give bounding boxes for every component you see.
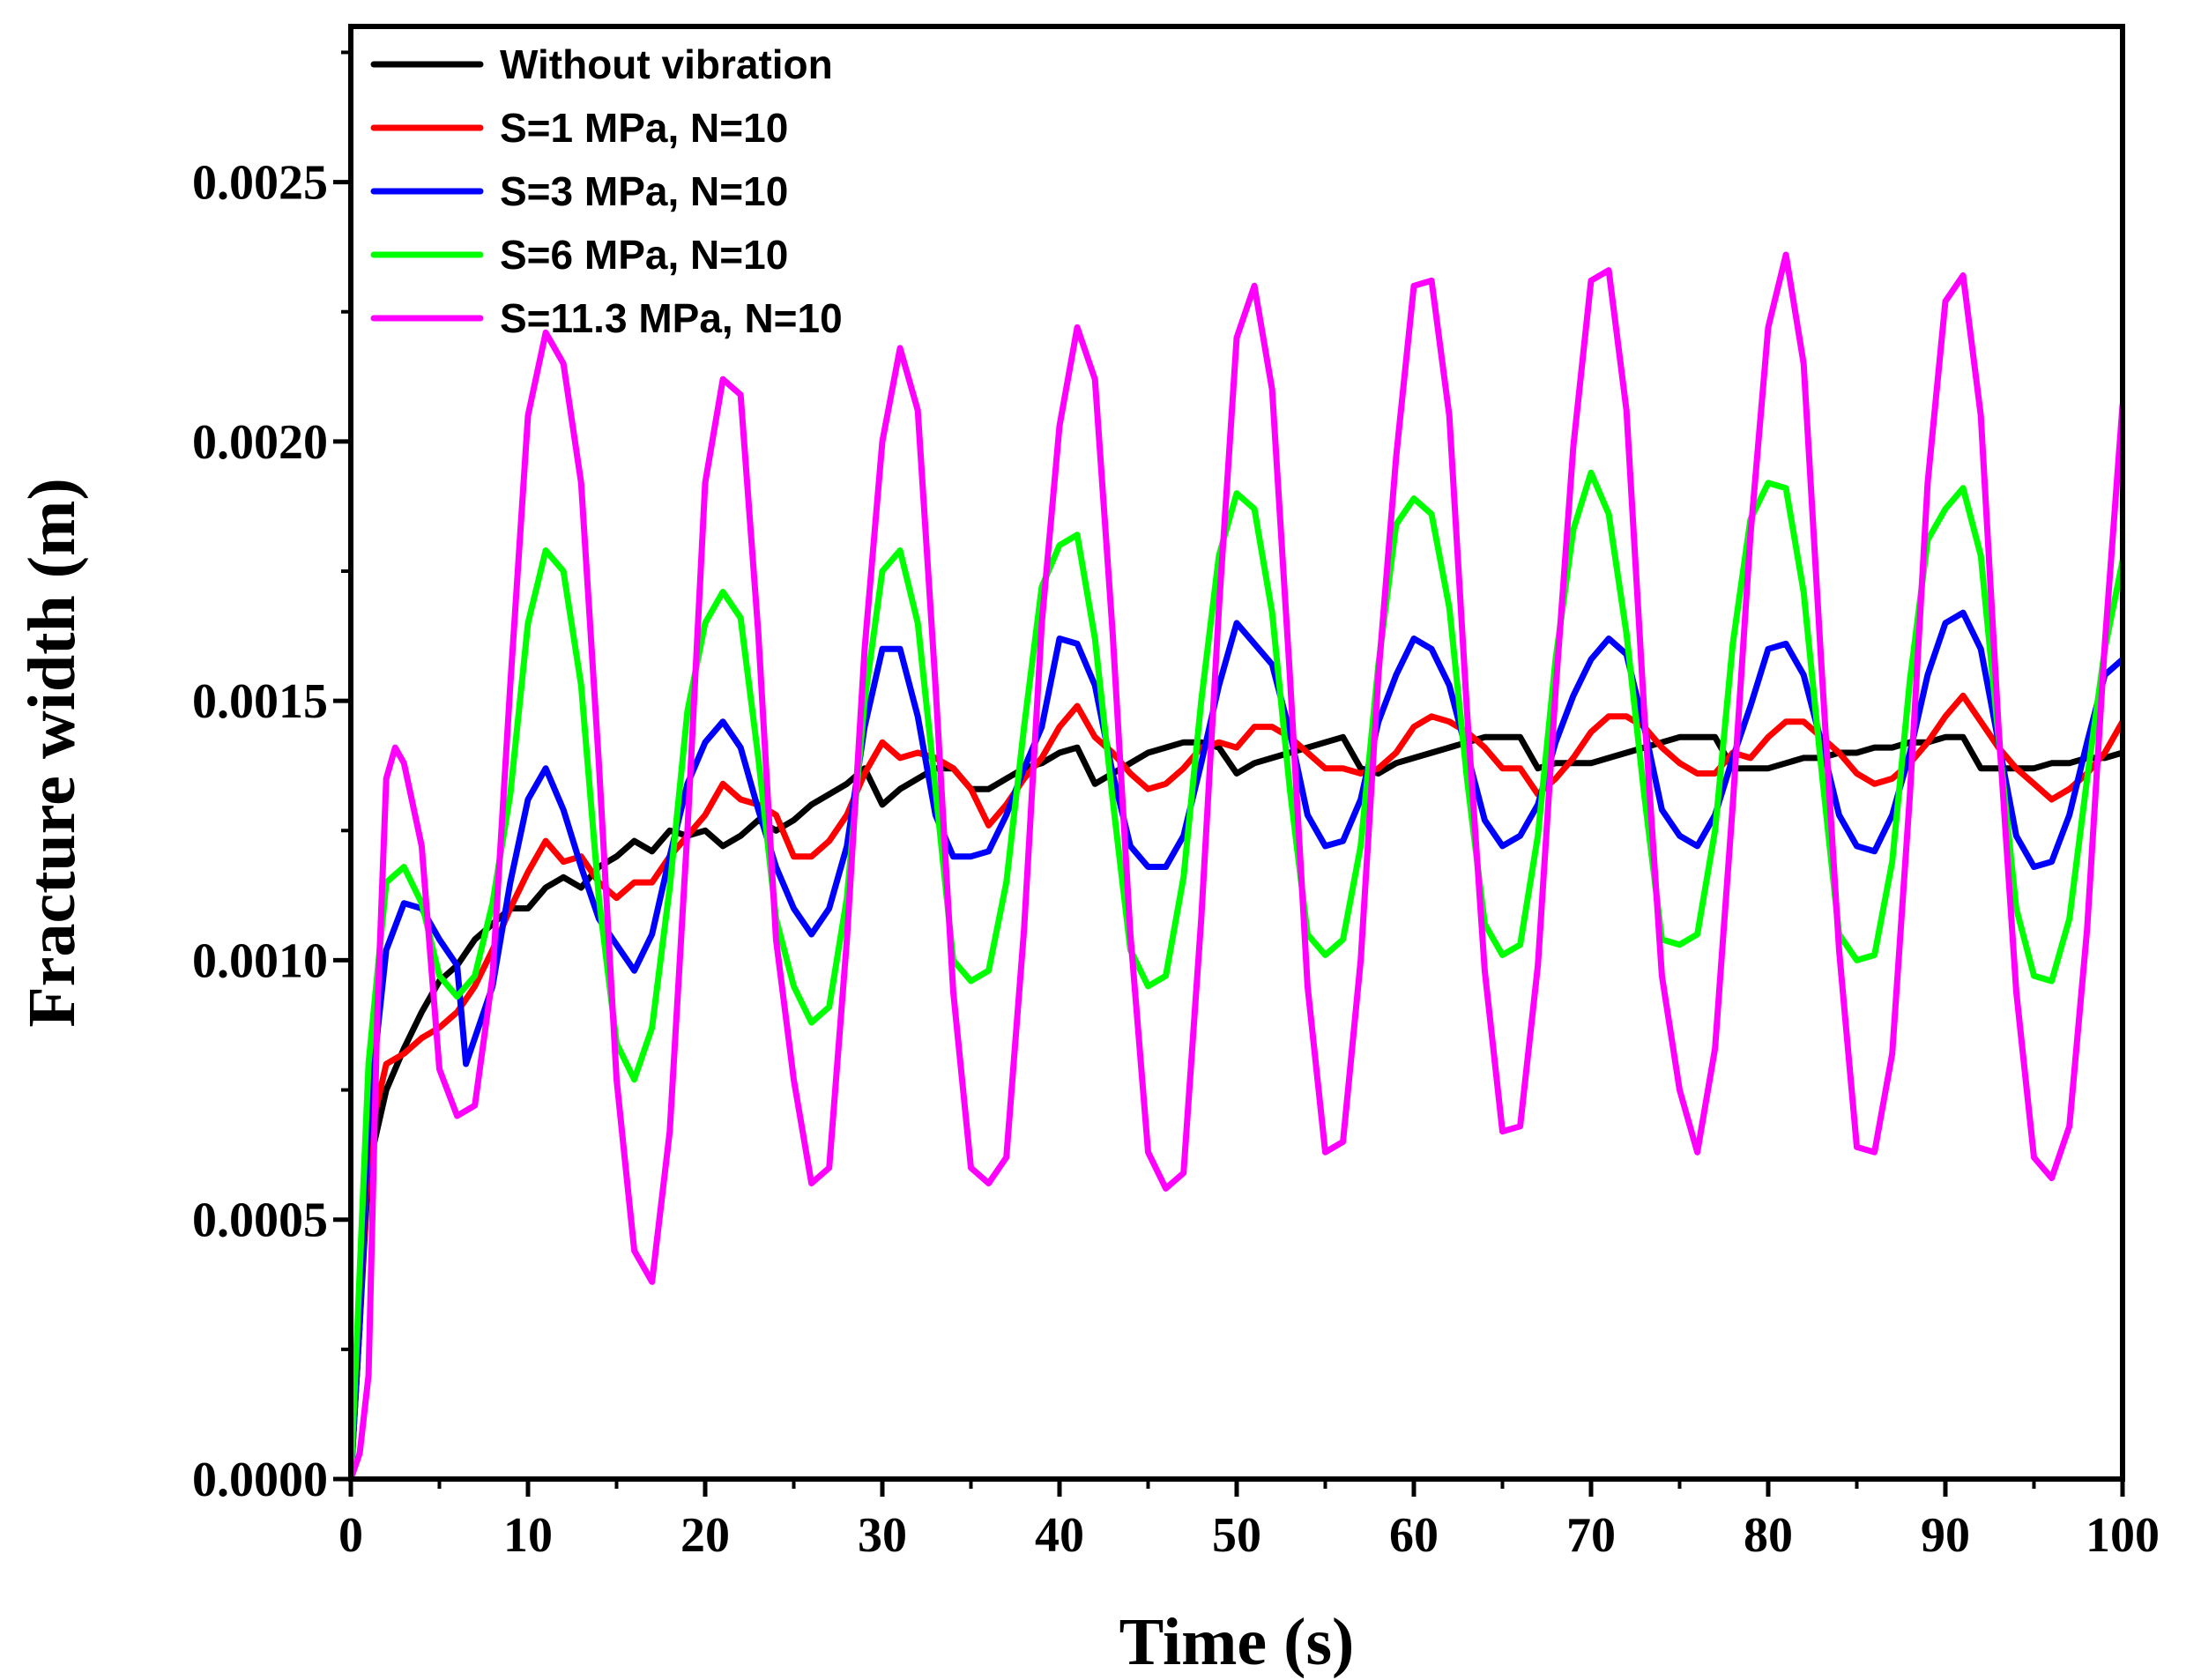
y-tick-label: 0.0010 xyxy=(192,933,328,988)
x-tick-label: 40 xyxy=(1035,1508,1084,1563)
series-line-5 xyxy=(351,251,2123,1479)
legend-item-4[interactable]: S=6 MPa, N=10 xyxy=(370,232,788,278)
x-tick-label: 60 xyxy=(1389,1508,1439,1563)
y-tick-label: 0.0000 xyxy=(192,1453,328,1507)
legend[interactable]: Without vibration S=1 MPa, N=10 S=3 MPa, N… xyxy=(370,41,843,341)
legend-label: S=11.3 MPa, N=10 xyxy=(500,295,843,341)
y-tick-label: 0.0020 xyxy=(192,415,328,470)
legend-label: Without vibration xyxy=(500,41,833,87)
legend-item-3[interactable]: S=3 MPa, N=10 xyxy=(370,168,788,214)
legend-label: S=3 MPa, N=10 xyxy=(500,168,788,214)
x-tick-label: 90 xyxy=(1921,1508,1970,1563)
x-tick-label: 70 xyxy=(1566,1508,1616,1563)
x-tick-label: 0 xyxy=(338,1508,363,1563)
x-tick-label: 80 xyxy=(1744,1508,1793,1563)
y-tick-label: 0.0025 xyxy=(192,156,328,211)
series-layer xyxy=(351,251,2123,1479)
y-axis: 0.0000 0.0005 0.0010 0.0015 0.0020 0.0025 xyxy=(192,50,351,1507)
y-tick-label: 0.0005 xyxy=(192,1193,328,1248)
x-axis-title: Time (s) xyxy=(1119,1605,1355,1679)
legend-item-5[interactable]: S=11.3 MPa, N=10 xyxy=(370,295,843,341)
x-tick-label: 100 xyxy=(2086,1508,2160,1563)
y-tick-label: 0.0015 xyxy=(192,674,328,729)
legend-label: S=6 MPa, N=10 xyxy=(500,232,788,278)
x-axis: 0 10 20 30 40 50 60 70 80 90 100 xyxy=(338,1479,2160,1563)
x-tick-label: 30 xyxy=(858,1508,907,1563)
series-line-4 xyxy=(351,469,2123,1479)
x-tick-label: 50 xyxy=(1212,1508,1261,1563)
legend-item-2[interactable]: S=1 MPa, N=10 xyxy=(370,105,788,151)
x-tick-label: 10 xyxy=(503,1508,553,1563)
legend-label: S=1 MPa, N=10 xyxy=(500,105,788,151)
y-axis-title: Fracture width (m) xyxy=(15,478,89,1027)
legend-item-1[interactable]: Without vibration xyxy=(370,41,833,87)
x-tick-label: 20 xyxy=(680,1508,730,1563)
